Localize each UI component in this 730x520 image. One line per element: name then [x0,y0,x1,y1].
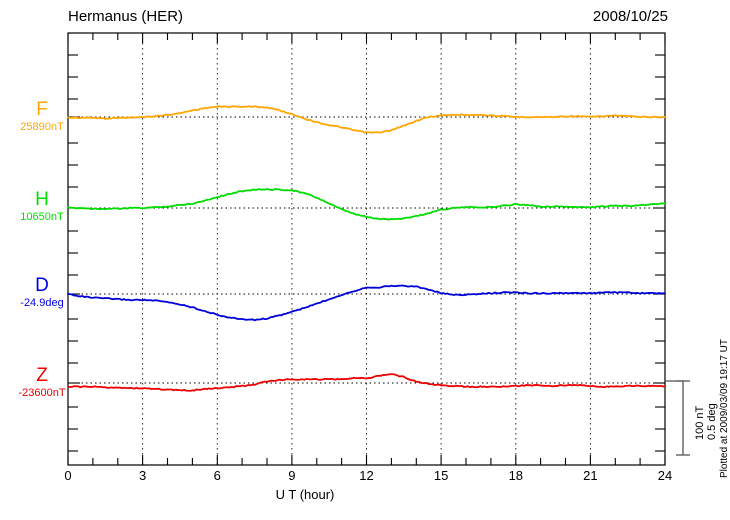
xtick-0: 0 [64,468,72,483]
component-value-D: -24.9deg [20,297,64,309]
component-value-Z: -23600nT [18,387,66,399]
x-axis-ticks [67,33,666,465]
trace-D [67,284,666,322]
x-axis-title: U T (hour) [275,487,335,502]
data-traces [67,105,666,392]
component-letter-Z: Z [36,365,48,386]
component-letter-D: D [35,275,49,296]
component-label-D: D -24.9deg [20,276,63,310]
component-letter-H: H [35,189,49,210]
xtick-9: 9 [288,468,296,483]
component-label-F: F 25890nT [20,100,63,134]
trace-Z [67,373,666,392]
trace-F [67,105,666,134]
component-label-H: H 10650nT [20,190,63,224]
component-value-H: 10650nT [20,211,64,223]
component-value-F: 25890nT [20,121,64,133]
component-label-Z: Z -23600nT [18,366,65,400]
xtick-15: 15 [433,468,449,483]
xtick-3: 3 [138,468,147,483]
component-baselines [68,116,665,384]
scalebar-caption-nt: 100 nT [694,405,706,440]
xtick-18: 18 [508,468,524,483]
y-axis-ticks [68,54,665,452]
plotted-at-text: Plotted at 2009/03/09 19:17 UT [719,339,730,478]
xtick-12: 12 [359,468,374,483]
vertical-gridlines [142,33,591,465]
station-title: Hermanus (HER) [68,8,184,25]
scalebar-caption-deg: 0.5 deg [706,403,718,440]
trace-H [67,188,666,221]
xtick-24: 24 [657,468,673,483]
xtick-6: 6 [213,468,221,483]
component-letter-F: F [36,99,48,120]
xtick-21: 21 [583,468,598,483]
scale-bar [676,380,690,456]
date-title: 2008/10/25 [592,8,668,25]
